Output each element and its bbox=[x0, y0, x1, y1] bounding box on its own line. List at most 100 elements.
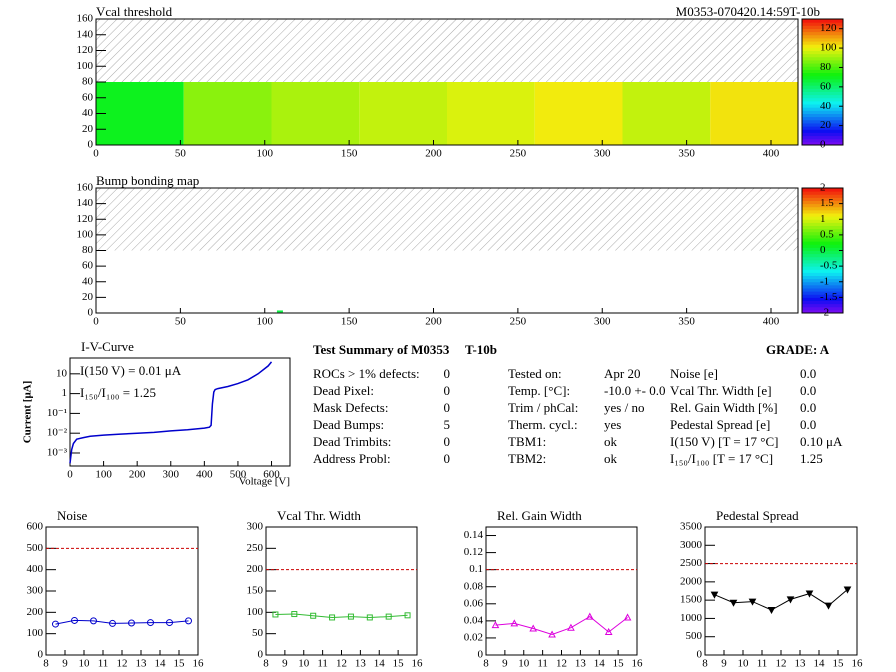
summary-label: TBM1: bbox=[508, 434, 546, 449]
x-tick-label: 11 bbox=[537, 658, 548, 670]
chart-subtitle: M0353-070420.14:59T-10b bbox=[676, 4, 820, 19]
x-tick-label: 350 bbox=[678, 316, 695, 328]
heatmap-cell bbox=[622, 82, 711, 145]
x-tick-label: 300 bbox=[163, 469, 180, 481]
x-tick-label: 300 bbox=[594, 316, 611, 328]
x-tick-label: 50 bbox=[175, 316, 187, 328]
marker bbox=[585, 612, 594, 620]
chart-title: Rel. Gain Width bbox=[497, 508, 582, 523]
y-tick-label: 0.14 bbox=[464, 529, 484, 541]
x-tick-label: 500 bbox=[230, 469, 247, 481]
marker bbox=[310, 612, 317, 619]
y-tick-label: 80 bbox=[82, 244, 94, 256]
x-tick-label: 11 bbox=[317, 658, 328, 670]
summary-value: 0 bbox=[444, 366, 451, 381]
y-tick-label: 140 bbox=[77, 197, 94, 209]
x-tick-label: 8 bbox=[702, 658, 708, 670]
summary-value: Apr 20 bbox=[604, 366, 640, 381]
colorbar-cell bbox=[802, 222, 843, 226]
x-tick-label: 9 bbox=[282, 658, 288, 670]
annotation: I(150 V) = 0.01 μA bbox=[80, 363, 182, 378]
colorbar-cell bbox=[802, 306, 843, 311]
marker bbox=[767, 607, 776, 615]
x-tick-label: 10 bbox=[298, 658, 310, 670]
colorbar-cell bbox=[802, 213, 843, 217]
colorbar-cell bbox=[802, 82, 843, 86]
marker bbox=[185, 617, 192, 625]
colorbar-cell bbox=[802, 259, 843, 264]
summary-label: Pedestal Spread [e] bbox=[670, 417, 770, 432]
colorbar-tick-label: 0 bbox=[820, 139, 826, 151]
colorbar-tick-label: -1.5 bbox=[820, 291, 838, 303]
colorbar-tick-label: 80 bbox=[820, 61, 832, 73]
y-tick-label: 20 bbox=[82, 123, 94, 135]
colorbar-tick-label: -0.5 bbox=[820, 260, 838, 272]
plot-frame bbox=[265, 526, 418, 656]
colorbar-tick-label: 0.5 bbox=[820, 228, 834, 240]
summary-label: Dead Bumps: bbox=[313, 417, 384, 432]
colorbar-cell bbox=[802, 209, 843, 214]
colorbar-tick-label: 100 bbox=[820, 42, 837, 54]
colorbar-cell bbox=[802, 91, 843, 96]
colorbar-cell bbox=[802, 104, 843, 108]
summary-label: I₁₅₀/I₁₀₀ [T = 17 °C] bbox=[670, 451, 773, 466]
colorbar-cell bbox=[802, 56, 843, 61]
plot-frame bbox=[485, 526, 638, 656]
marker bbox=[385, 613, 392, 620]
y-tick-label: 200 bbox=[27, 606, 44, 618]
summary-label: Dead Pixel: bbox=[313, 383, 374, 398]
marker bbox=[510, 619, 519, 627]
colorbar-cell bbox=[802, 241, 843, 245]
chart-title: Vcal Thr. Width bbox=[277, 508, 361, 523]
y-tick-label: 160 bbox=[77, 13, 94, 25]
plot-frame bbox=[45, 526, 199, 656]
colorbar-cell bbox=[802, 47, 843, 51]
x-tick-label: 14 bbox=[814, 658, 826, 670]
x-tick-label: 8 bbox=[263, 658, 269, 670]
colorbar-cell bbox=[802, 269, 843, 273]
y-tick-label: 300 bbox=[247, 521, 264, 533]
x-tick-label: 9 bbox=[502, 658, 508, 670]
summary-value: 0 bbox=[444, 400, 451, 415]
chart-title: Pedestal Spread bbox=[716, 508, 799, 523]
x-tick-label: 350 bbox=[678, 148, 695, 160]
x-tick-label: 8 bbox=[483, 658, 489, 670]
colorbar-cell bbox=[802, 75, 843, 80]
summary-value: 0.10 μA bbox=[800, 434, 843, 449]
colorbar-cell bbox=[802, 107, 843, 111]
y-tick-label: 20 bbox=[82, 291, 94, 303]
x-tick-label: 15 bbox=[613, 658, 625, 670]
colorbar-cell bbox=[802, 72, 843, 77]
colorbar-cell bbox=[802, 228, 843, 233]
y-tick-label: 0 bbox=[88, 139, 94, 151]
y-tick-label: 600 bbox=[27, 521, 44, 533]
marker bbox=[604, 627, 613, 635]
y-tick-label: 250 bbox=[247, 542, 264, 554]
y-tick-label: 1 bbox=[62, 387, 68, 399]
summary-label: Therm. cycl.: bbox=[508, 417, 578, 432]
colorbar-cell bbox=[802, 63, 843, 67]
y-tick-label: 40 bbox=[82, 275, 94, 287]
x-tick-label: 12 bbox=[556, 658, 567, 670]
summary-value: ok bbox=[604, 451, 618, 466]
marker bbox=[824, 602, 833, 610]
x-tick-label: 9 bbox=[721, 658, 727, 670]
x-tick-label: 250 bbox=[510, 148, 527, 160]
colorbar-cell bbox=[802, 78, 843, 83]
summary-value: 0 bbox=[444, 451, 451, 466]
x-tick-label: 400 bbox=[196, 469, 213, 481]
colorbar-cell bbox=[802, 216, 843, 220]
summary-label: Vcal Thr. Width [e] bbox=[670, 383, 772, 398]
y-tick-label: 500 bbox=[686, 630, 703, 642]
marker bbox=[567, 623, 575, 631]
marker bbox=[491, 621, 500, 629]
colorbar-cell bbox=[802, 113, 843, 118]
colorbar-cell bbox=[802, 28, 843, 33]
marker bbox=[529, 624, 538, 632]
x-tick-label: 16 bbox=[632, 658, 644, 670]
summary-label: Tested on: bbox=[508, 366, 562, 381]
colorbar-cell bbox=[802, 88, 843, 92]
colorbar-cell bbox=[802, 203, 843, 208]
x-tick-label: 200 bbox=[425, 148, 442, 160]
y-tick-label: 0 bbox=[258, 649, 264, 661]
